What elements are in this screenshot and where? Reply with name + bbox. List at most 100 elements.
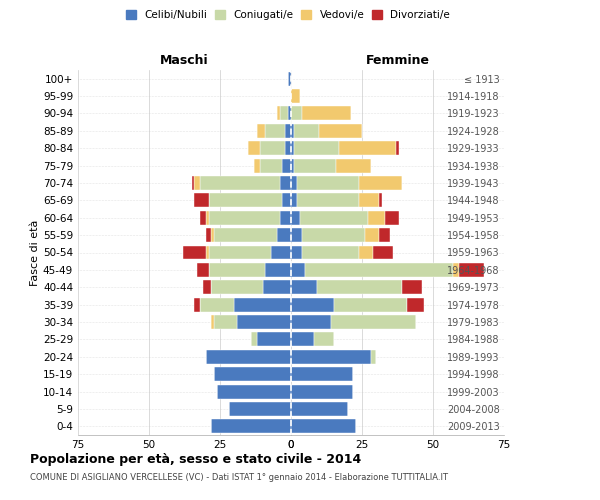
Bar — [206, 246, 209, 260]
Bar — [302, 106, 350, 120]
Bar — [194, 176, 200, 190]
Bar — [291, 158, 294, 172]
Bar — [291, 402, 348, 416]
Bar — [291, 176, 296, 190]
Bar — [291, 142, 294, 155]
Bar — [319, 124, 362, 138]
Bar — [453, 263, 458, 277]
Bar — [197, 263, 209, 277]
Bar — [203, 280, 211, 294]
Bar — [265, 124, 286, 138]
Bar — [291, 124, 294, 138]
Bar — [214, 228, 277, 242]
Bar — [365, 228, 379, 242]
Bar — [265, 263, 291, 277]
Bar — [277, 106, 280, 120]
Bar — [291, 315, 331, 329]
Bar — [368, 211, 385, 224]
Bar — [254, 158, 260, 172]
Title: Maschi: Maschi — [160, 54, 209, 68]
Bar — [200, 211, 206, 224]
Bar — [277, 228, 291, 242]
Bar — [302, 246, 359, 260]
Bar — [314, 332, 334, 346]
Bar — [402, 280, 422, 294]
Bar — [373, 246, 393, 260]
Bar — [214, 315, 237, 329]
Bar — [257, 124, 265, 138]
Bar — [209, 263, 265, 277]
Bar — [291, 194, 296, 207]
Bar — [291, 384, 353, 398]
Bar — [294, 158, 337, 172]
Bar — [286, 124, 291, 138]
Bar — [371, 350, 376, 364]
Bar — [191, 176, 194, 190]
Bar — [280, 176, 291, 190]
Bar — [299, 211, 368, 224]
Legend: Celibi/Nubili, Coniugati/e, Vedovi/e, Divorziati/e: Celibi/Nubili, Coniugati/e, Vedovi/e, Di… — [124, 8, 452, 22]
Bar — [257, 332, 291, 346]
Bar — [291, 298, 334, 312]
Bar — [283, 158, 291, 172]
Bar — [317, 280, 402, 294]
Bar — [194, 194, 209, 207]
Bar — [209, 211, 280, 224]
Title: Femmine: Femmine — [365, 54, 430, 68]
Bar — [291, 420, 356, 434]
Text: Popolazione per età, sesso e stato civile - 2014: Popolazione per età, sesso e stato civil… — [30, 452, 361, 466]
Bar — [291, 211, 299, 224]
Bar — [214, 367, 291, 381]
Bar — [237, 315, 291, 329]
Bar — [283, 194, 291, 207]
Bar — [291, 89, 299, 103]
Bar — [294, 142, 339, 155]
Text: COMUNE DI ASIGLIANO VERCELLESE (VC) - Dati ISTAT 1° gennaio 2014 - Elaborazione : COMUNE DI ASIGLIANO VERCELLESE (VC) - Da… — [30, 472, 448, 482]
Bar — [183, 246, 206, 260]
Bar — [229, 402, 291, 416]
Bar — [291, 106, 302, 120]
Bar — [200, 176, 280, 190]
Bar — [296, 176, 359, 190]
Bar — [260, 158, 283, 172]
Bar — [206, 228, 211, 242]
Bar — [291, 332, 314, 346]
Bar — [291, 246, 302, 260]
Bar — [280, 106, 288, 120]
Bar — [211, 280, 263, 294]
Y-axis label: Fasce di età: Fasce di età — [30, 220, 40, 286]
Bar — [359, 246, 373, 260]
Bar — [291, 280, 317, 294]
Bar — [209, 194, 283, 207]
Bar — [260, 142, 286, 155]
Bar — [234, 298, 291, 312]
Bar — [305, 263, 453, 277]
Bar — [337, 158, 371, 172]
Bar — [271, 246, 291, 260]
Bar — [280, 211, 291, 224]
Bar — [339, 142, 396, 155]
Bar — [458, 263, 484, 277]
Bar — [251, 332, 257, 346]
Bar — [209, 246, 271, 260]
Bar — [263, 280, 291, 294]
Bar — [217, 384, 291, 398]
Bar — [359, 194, 379, 207]
Bar — [379, 228, 391, 242]
Text: Anni di nascita: Anni di nascita — [597, 214, 600, 291]
Bar — [291, 263, 305, 277]
Bar — [331, 315, 416, 329]
Bar — [359, 176, 402, 190]
Bar — [291, 367, 353, 381]
Bar — [396, 142, 399, 155]
Bar — [334, 298, 407, 312]
Bar — [288, 72, 291, 86]
Bar — [286, 142, 291, 155]
Bar — [291, 228, 302, 242]
Bar — [200, 298, 234, 312]
Bar — [296, 194, 359, 207]
Bar — [407, 298, 424, 312]
Bar — [211, 420, 291, 434]
Bar — [379, 194, 382, 207]
Bar — [288, 106, 291, 120]
